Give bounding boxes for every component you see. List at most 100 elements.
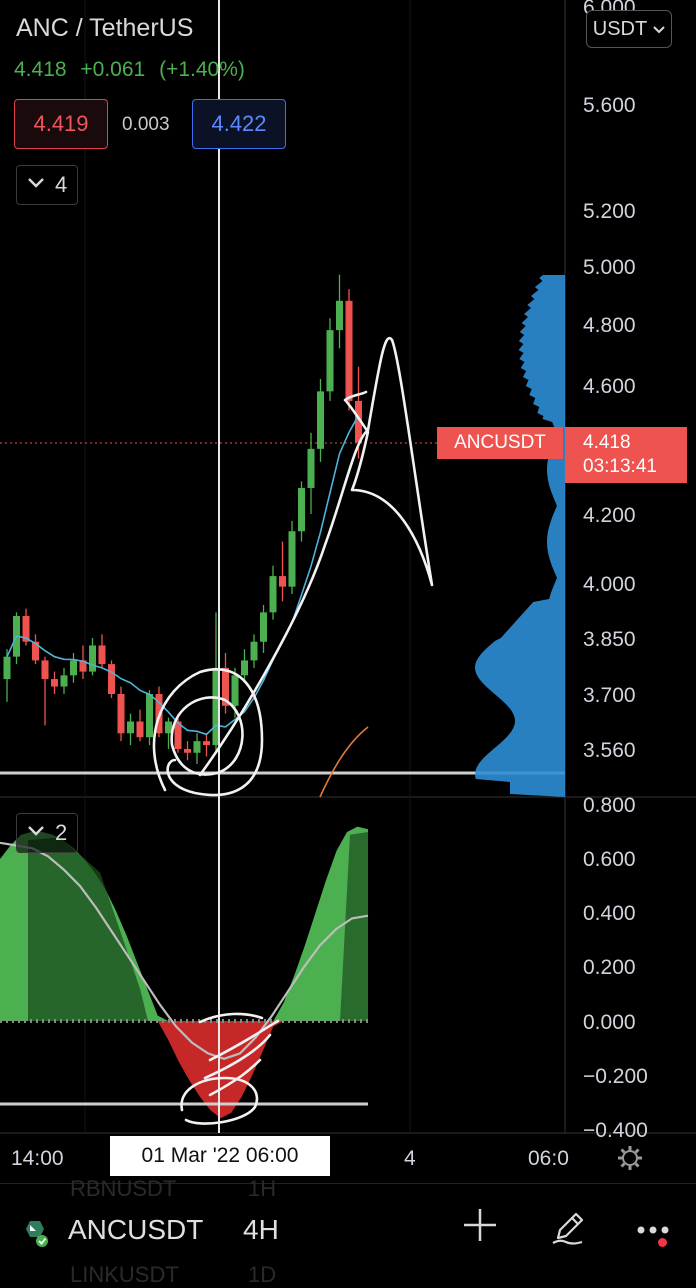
freehand-circle-inner bbox=[170, 696, 244, 776]
oscillator-axis-label: 0.800 bbox=[583, 794, 636, 817]
candle-body bbox=[279, 576, 286, 587]
oscillator-axis-label: 0.600 bbox=[583, 848, 636, 871]
oscillator-axis-label: −0.200 bbox=[583, 1065, 648, 1088]
candle-body bbox=[203, 741, 210, 746]
bar-countdown: 03:13:41 bbox=[583, 456, 657, 477]
oscillator-axis-label: 0.200 bbox=[583, 956, 636, 979]
price-axis[interactable]: 6.0005.6005.2005.0004.8004.6004.2004.000… bbox=[583, 0, 648, 1142]
buy-price-button[interactable]: 4.422 bbox=[192, 99, 286, 149]
price-change-row: 4.418 +0.061 (+1.40%) bbox=[14, 58, 253, 82]
symbol-price-label: ANCUSDT bbox=[437, 427, 563, 459]
candle-body bbox=[288, 531, 296, 587]
oscillator-shade-right bbox=[340, 832, 368, 1021]
time-axis-label: 06:0 bbox=[528, 1147, 569, 1170]
oscillator-axis-label: 0.000 bbox=[583, 1011, 636, 1034]
price-axis-label: 3.850 bbox=[583, 628, 636, 651]
freehand-stroke-oscillator bbox=[198, 1012, 264, 1024]
candle-body bbox=[136, 721, 144, 738]
oscillator-axis-label: 0.400 bbox=[583, 902, 636, 925]
oscillator-toggle[interactable]: 2 bbox=[16, 813, 79, 853]
candle-body bbox=[326, 330, 334, 392]
candle-body bbox=[317, 391, 324, 449]
candle-body bbox=[117, 694, 125, 734]
candle-body bbox=[222, 667, 229, 706]
candle-body bbox=[174, 721, 182, 749]
moving-average-line bbox=[6, 414, 369, 798]
freehand-circle-outer bbox=[152, 668, 264, 797]
time-axis-label: 4 bbox=[404, 1147, 416, 1170]
oscillator-axis-label: −0.400 bbox=[583, 1119, 648, 1142]
more-icon[interactable] bbox=[636, 1210, 670, 1242]
candle-body bbox=[250, 641, 258, 661]
candle-body bbox=[345, 300, 353, 401]
symbol-title[interactable]: ANC / TetherUS bbox=[16, 14, 194, 42]
moving-average-path bbox=[6, 414, 360, 736]
freehand-circle-oscillator bbox=[180, 1076, 259, 1125]
currency-value: USDT bbox=[592, 17, 648, 40]
time-axis[interactable]: 14:00 4 06:0 bbox=[11, 1147, 569, 1170]
candle-body bbox=[89, 645, 96, 672]
freehand-shark-fin bbox=[198, 336, 434, 777]
notification-dot bbox=[658, 1238, 667, 1247]
indicator-count: 4 bbox=[55, 172, 68, 197]
candle-body bbox=[307, 448, 315, 488]
plus-icon[interactable] bbox=[462, 1204, 498, 1254]
chart-canvas[interactable]: 6.0005.6005.2005.0004.8004.6004.2004.000… bbox=[0, 0, 696, 1183]
candle-body bbox=[108, 664, 115, 694]
symbol-search-button[interactable]: ANCUSDT bbox=[68, 1214, 204, 1245]
candle-body bbox=[336, 300, 343, 331]
candle-body bbox=[60, 675, 68, 687]
sell-price-button[interactable]: 4.419 bbox=[14, 99, 108, 149]
candle-body bbox=[193, 741, 201, 753]
price-axis-label: 3.560 bbox=[583, 739, 636, 762]
candle-body bbox=[298, 487, 305, 532]
change-percent: (+1.40%) bbox=[159, 58, 245, 81]
volume-profile-area bbox=[475, 275, 565, 797]
gear-icon[interactable] bbox=[616, 1144, 644, 1179]
price-axis-label: 5.200 bbox=[583, 200, 636, 223]
exchange-logo-icon bbox=[20, 1217, 52, 1249]
candle-body bbox=[212, 667, 220, 746]
ghost-interval-below: 1D bbox=[248, 1262, 277, 1287]
pen-icon[interactable] bbox=[550, 1208, 588, 1246]
candle-body bbox=[231, 675, 239, 706]
oscillator-signal-line bbox=[0, 841, 369, 1060]
price-axis-label: 4.200 bbox=[583, 504, 636, 527]
candle-body bbox=[41, 660, 49, 680]
candlestick-series bbox=[3, 274, 362, 764]
interval-button[interactable]: 4H bbox=[243, 1214, 279, 1245]
candle-body bbox=[184, 749, 191, 753]
currency-selector[interactable]: USDT bbox=[586, 10, 672, 48]
bottom-toolbar: RBNUSDT 1H LINKUSDT 1D ANCUSDT 4H bbox=[0, 1176, 696, 1287]
slow-moving-average-path bbox=[319, 726, 369, 798]
candle-body bbox=[79, 660, 87, 672]
price-axis-label: 4.600 bbox=[583, 375, 636, 398]
candle-body bbox=[32, 641, 39, 661]
candle-body bbox=[165, 721, 172, 734]
price-axis-label: 5.600 bbox=[583, 94, 636, 117]
candle-body bbox=[269, 576, 277, 613]
candle-body bbox=[241, 660, 248, 676]
price-axis-label: 4.800 bbox=[583, 314, 636, 337]
candle-body bbox=[51, 679, 58, 687]
candle-body bbox=[355, 400, 362, 443]
change-value: +0.061 bbox=[80, 58, 146, 81]
crosshair-time-label: 01 Mar '22 06:00 bbox=[110, 1136, 330, 1176]
indicators-toggle[interactable]: 4 bbox=[16, 165, 79, 205]
current-price: 4.418 bbox=[583, 432, 631, 453]
oscillator-histogram bbox=[0, 826, 370, 1119]
chevron-down-icon bbox=[27, 824, 45, 842]
time-axis-label: 14:00 bbox=[11, 1147, 64, 1170]
price-axis-label: 5.000 bbox=[583, 256, 636, 279]
price-axis-label: 4.000 bbox=[583, 573, 636, 596]
ghost-symbol-below: LINKUSDT bbox=[70, 1262, 179, 1287]
candle-body bbox=[127, 721, 134, 734]
ghost-symbol-above: RBNUSDT bbox=[70, 1176, 177, 1201]
user-drawings bbox=[152, 0, 434, 1133]
ghost-interval-above: 1H bbox=[248, 1176, 277, 1201]
candle-body bbox=[22, 616, 30, 642]
freehand-hatch-lines bbox=[203, 1019, 280, 1097]
price-axis-label: 3.700 bbox=[583, 684, 636, 707]
candle-body bbox=[146, 694, 153, 738]
oscillator-count: 2 bbox=[55, 820, 68, 845]
